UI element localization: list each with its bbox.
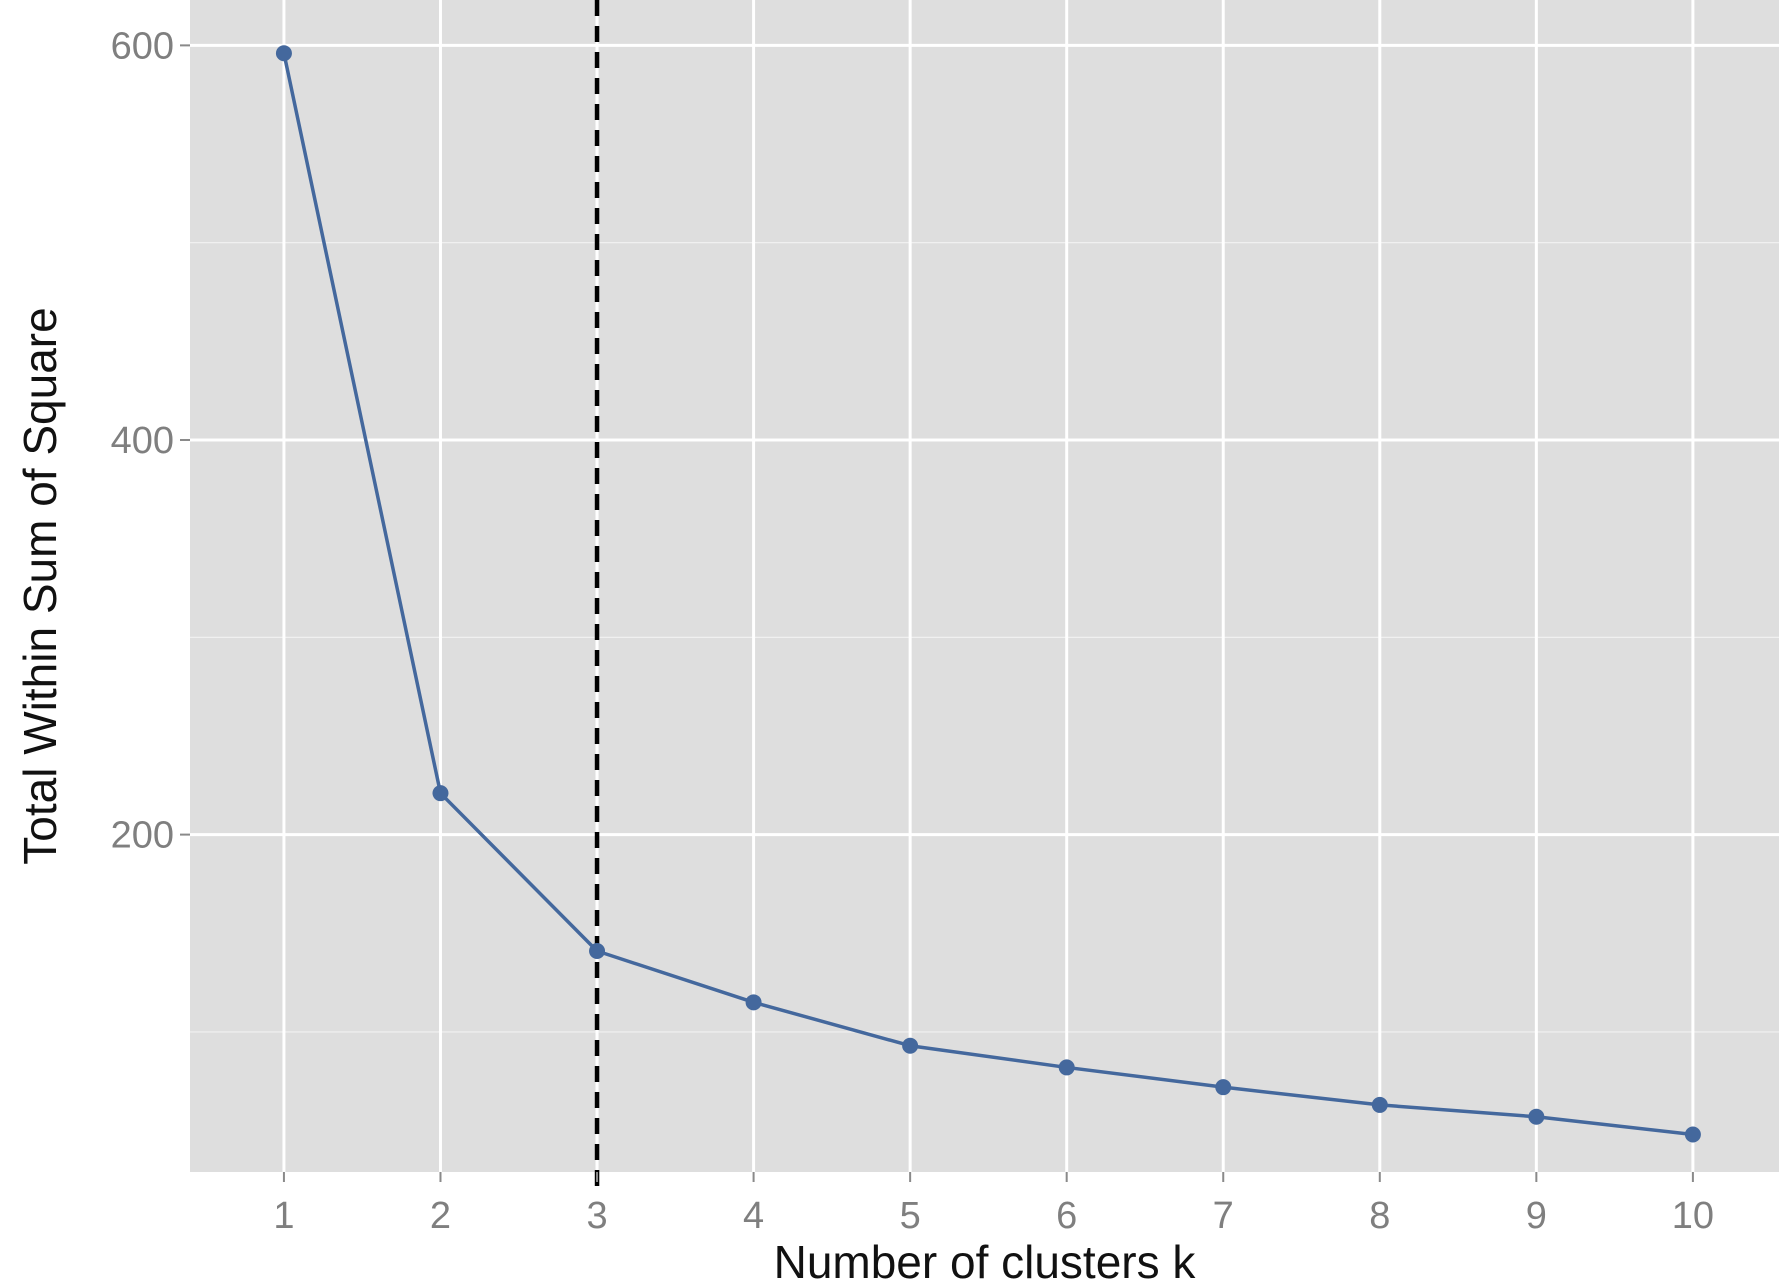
x-tick-label: 6 (1056, 1195, 1077, 1237)
x-tick-label: 3 (586, 1195, 607, 1237)
y-tick-label: 200 (111, 815, 174, 857)
x-tick-label: 1 (273, 1195, 294, 1237)
data-point (432, 785, 449, 802)
series-line (282, 52, 1694, 1137)
x-axis-title: Number of clusters k (774, 1236, 1197, 1284)
data-point (745, 994, 762, 1011)
data-point (1371, 1096, 1388, 1113)
x-tick-label: 7 (1213, 1195, 1234, 1237)
y-axis-title: Total Within Sum of Square (14, 307, 66, 864)
x-tick-label: 5 (900, 1195, 921, 1237)
axes: 200 400 600 1 2 3 4 5 6 7 8 9 10 (111, 25, 1714, 1237)
x-tick-label: 10 (1672, 1195, 1714, 1237)
plot-panel (190, 0, 1779, 1172)
data-point (1215, 1079, 1232, 1096)
data-point (1528, 1108, 1545, 1125)
data-point (275, 45, 292, 62)
x-tick-label: 2 (430, 1195, 451, 1237)
x-tick-label: 9 (1526, 1195, 1547, 1237)
y-tick-label: 400 (111, 420, 174, 462)
data-point (1058, 1059, 1075, 1076)
grid-lines (190, 0, 1779, 1172)
data-point (589, 943, 606, 960)
y-tick-label: 600 (111, 25, 174, 67)
panel-background (190, 0, 1779, 1172)
data-point (902, 1037, 919, 1054)
series (275, 45, 1701, 1143)
x-tick-label: 4 (743, 1195, 764, 1237)
data-point (1684, 1126, 1701, 1143)
x-tick-label: 8 (1369, 1195, 1390, 1237)
